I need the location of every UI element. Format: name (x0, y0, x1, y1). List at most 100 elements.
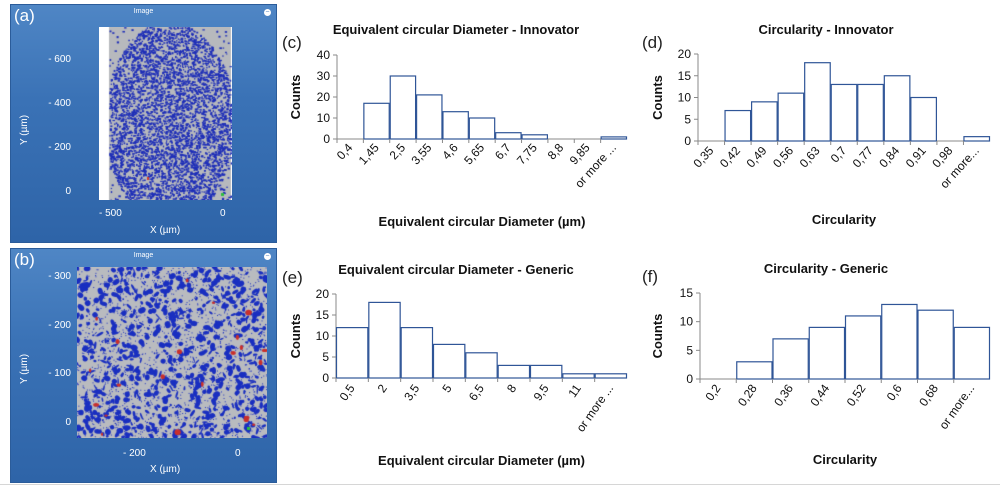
image-window-title: Image (133, 252, 154, 259)
x-tick-label: 0,44 (807, 381, 832, 408)
y-tick-label: 40 (317, 48, 331, 62)
histogram-bar (772, 338, 809, 380)
panel-letter: (b) (14, 250, 35, 269)
close-icon[interactable]: – (264, 253, 271, 260)
histogram-bar (400, 327, 434, 379)
chart-title: Circularity - Innovator (758, 22, 893, 37)
histogram-bar (465, 352, 498, 379)
x-tick-label: 0,4 (334, 140, 356, 162)
y-tick: 0 (65, 186, 71, 197)
histogram-bar (750, 101, 778, 142)
x-tick-label: 0,68 (916, 381, 941, 408)
panel-letter: (f) (642, 267, 658, 286)
image-panel-a: Image – (a) - 600 - 400 - 200 0 - 500 0 … (10, 4, 277, 243)
histogram-bar (562, 373, 595, 379)
histogram-bar (830, 83, 858, 142)
histogram-bar (777, 92, 805, 142)
x-tick-label: 7,75 (514, 140, 540, 167)
y-axis-label: Counts (288, 314, 303, 359)
panel-letter: (a) (14, 6, 35, 25)
x-tick-label: 0,42 (717, 143, 743, 170)
histogram-chart: (f) Circularity - Generic 0 5 10 15 0,2 0,28 0,3… (642, 261, 991, 467)
y-tick-label: 0 (323, 132, 330, 146)
histogram-bar (963, 136, 991, 142)
x-tick-label: 0,63 (797, 143, 823, 170)
y-tick-label: 20 (678, 47, 692, 61)
histogram-bar (389, 75, 417, 140)
histogram-bar (335, 327, 369, 379)
x-tick-label: 0,91 (903, 143, 929, 170)
x-tick-label: 8,8 (545, 140, 567, 162)
y-tick-label: 10 (680, 315, 694, 329)
histogram-bar (917, 309, 954, 380)
x-axis-label: X (µm) (150, 225, 181, 236)
close-icon[interactable]: – (264, 9, 271, 16)
x-tick-label: 3,5 (401, 381, 422, 403)
y-tick-label: 15 (316, 308, 330, 322)
histogram-bar (736, 361, 773, 380)
y-tick-label: 10 (316, 329, 330, 343)
panel-letter: (d) (642, 33, 663, 52)
x-tick-label: 5,65 (461, 140, 487, 167)
particle-map-canvas (99, 27, 232, 200)
x-tick-label: 2 (375, 381, 390, 395)
histogram-bar (910, 96, 938, 142)
histogram-bar (529, 364, 563, 379)
x-tick-label: 5 (439, 381, 454, 395)
x-tick-label: 0,77 (850, 143, 876, 170)
y-tick: - 600 (48, 54, 71, 65)
histogram-bar (442, 111, 469, 140)
y-tick-label: 15 (680, 286, 694, 300)
x-tick-label: 6,5 (466, 381, 487, 403)
x-tick-label: 0,84 (876, 143, 902, 170)
histogram-bar (844, 315, 882, 380)
x-axis-label: Equivalent circular Diameter (µm) (378, 453, 585, 468)
panel-letter: (e) (282, 268, 303, 287)
y-tick-label: 20 (317, 90, 331, 104)
image-panel-b: Image – (b) - 300 - 200 - 100 0 - 200 0 … (10, 248, 277, 483)
y-tick: - 100 (48, 368, 71, 379)
x-tick-label: 0,56 (770, 143, 796, 170)
y-tick-label: 5 (684, 112, 691, 126)
divider (0, 484, 1000, 485)
x-tick: 0 (220, 208, 226, 219)
particle-image (77, 267, 267, 438)
y-tick-label: 15 (678, 69, 692, 83)
x-tick-label: 0,36 (771, 381, 796, 408)
y-tick-label: 20 (316, 287, 330, 301)
histogram-bar (415, 94, 443, 140)
y-tick-label: 0 (686, 372, 693, 386)
x-tick: - 200 (123, 448, 146, 459)
histogram-bar (881, 303, 918, 380)
histogram-bar (363, 102, 390, 140)
y-tick-label: 5 (322, 350, 329, 364)
histogram-bar (521, 134, 549, 140)
x-axis-label: Equivalent circular Diameter (µm) (379, 214, 586, 229)
histogram-chart: (e) Equivalent circular Diameter - Generi… (282, 262, 628, 468)
x-tick-label: 11 (565, 381, 584, 400)
histogram-bar (368, 301, 401, 379)
y-tick-label: 30 (317, 69, 331, 83)
panel-letter: (c) (282, 33, 302, 52)
histogram-bar (883, 75, 911, 142)
y-tick: 0 (65, 417, 71, 428)
x-axis-label: Circularity (813, 452, 878, 467)
histogram-chart: (c) Equivalent circular Diameter - Innova… (282, 22, 628, 229)
particle-image (99, 27, 232, 200)
y-tick: - 200 (48, 142, 71, 153)
x-tick-label: 9,5 (531, 381, 552, 403)
x-tick-label: 0,49 (744, 143, 770, 170)
y-tick: - 200 (48, 320, 71, 331)
histogram-bar (600, 136, 628, 140)
x-tick-label: 0,5 (337, 381, 358, 403)
chart-title: Equivalent circular Diameter - Innovator (333, 22, 579, 37)
x-axis-label: Circularity (812, 212, 877, 227)
particle-map-canvas (77, 267, 267, 438)
chart-title: Equivalent circular Diameter - Generic (338, 262, 574, 277)
x-tick: 0 (235, 448, 241, 459)
y-axis-label: Counts (288, 75, 303, 120)
x-tick-label: 0,52 (844, 381, 869, 408)
x-tick-label: 2,5 (387, 140, 409, 162)
image-window-title: Image (133, 8, 154, 15)
histogram-bar (468, 117, 496, 140)
